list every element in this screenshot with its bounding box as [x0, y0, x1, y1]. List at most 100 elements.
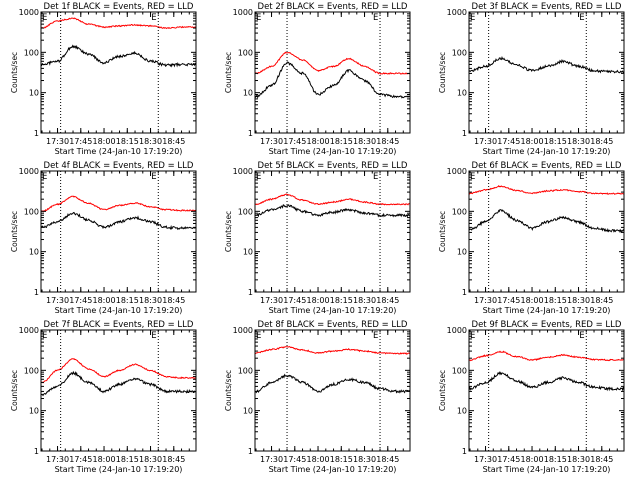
- x-tick-label: 17:45: [283, 137, 306, 146]
- y-tick-label: 100: [452, 366, 467, 375]
- x-tick-label: 18:30: [139, 455, 162, 464]
- marker-label: E: [151, 13, 156, 23]
- y-tick-label: 1000: [19, 8, 39, 17]
- x-tick-label: 18:45: [162, 455, 185, 464]
- x-tick-label: 18:15: [330, 455, 353, 464]
- axes-frame: [254, 329, 411, 452]
- y-tick-label: 1: [34, 447, 39, 456]
- series-line-events: [255, 204, 410, 218]
- x-tick-label: 17:45: [497, 137, 520, 146]
- y-tick-label: 100: [238, 48, 253, 57]
- x-tick-label: 17:45: [497, 455, 520, 464]
- x-tick-label: 18:30: [139, 296, 162, 305]
- series-line-events: [41, 211, 196, 231]
- marker-label: E: [151, 331, 156, 341]
- x-tick-label: 18:00: [93, 296, 116, 305]
- marker-label: E: [373, 331, 378, 341]
- y-tick-label: 1000: [233, 8, 253, 17]
- x-tick-label: 18:30: [353, 455, 376, 464]
- x-axis-label: Start Time (24-Jan-10 17:19:20): [483, 306, 611, 315]
- x-tick-label: 18:15: [116, 455, 139, 464]
- y-axis-label: Counts/sec: [224, 370, 233, 411]
- marker-label: E: [373, 172, 378, 182]
- y-tick-label: 100: [452, 48, 467, 57]
- x-tick-label: 18:30: [567, 137, 590, 146]
- panel-title: Det 7f BLACK = Events, RED = LLD: [44, 320, 194, 330]
- marker-label: E: [42, 172, 47, 182]
- y-tick-label: 10: [243, 89, 253, 98]
- y-axis-label: Counts/sec: [10, 211, 19, 252]
- x-tick-label: 18:00: [307, 455, 330, 464]
- series-line-events: [469, 55, 624, 74]
- axes-frame: [254, 170, 411, 293]
- x-tick-label: 17:30: [46, 455, 69, 464]
- x-tick-label: 18:15: [116, 296, 139, 305]
- series-line-events: [41, 370, 196, 397]
- x-tick-label: 17:45: [283, 455, 306, 464]
- y-axis-label: Counts/sec: [438, 370, 447, 411]
- y-tick-label: 10: [243, 248, 253, 257]
- x-axis-label: Start Time (24-Jan-10 17:19:20): [269, 147, 397, 156]
- axes-frame: [468, 170, 625, 293]
- x-tick-label: 18:00: [521, 296, 544, 305]
- x-tick-label: 18:15: [544, 296, 567, 305]
- x-tick-label: 18:45: [162, 296, 185, 305]
- x-tick-label: 18:45: [162, 137, 185, 146]
- y-tick-label: 1: [34, 288, 39, 297]
- marker-label: E: [579, 172, 584, 182]
- panel-title: Det 9f BLACK = Events, RED = LLD: [472, 320, 622, 330]
- y-tick-label: 1: [462, 288, 467, 297]
- x-tick-label: 18:30: [353, 296, 376, 305]
- x-tick-label: 17:30: [474, 455, 497, 464]
- x-tick-label: 18:00: [93, 455, 116, 464]
- x-tick-label: 18:45: [376, 296, 399, 305]
- y-tick-label: 1000: [19, 167, 39, 176]
- marker-label: E: [256, 172, 261, 182]
- y-tick-label: 1: [462, 447, 467, 456]
- y-tick-label: 10: [243, 407, 253, 416]
- y-tick-label: 10: [457, 89, 467, 98]
- y-tick-label: 1000: [233, 326, 253, 335]
- marker-label: E: [42, 13, 47, 23]
- x-tick-label: 18:00: [521, 455, 544, 464]
- x-tick-label: 18:45: [376, 137, 399, 146]
- x-tick-label: 18:00: [521, 137, 544, 146]
- x-tick-label: 18:30: [567, 296, 590, 305]
- x-tick-label: 17:30: [260, 296, 283, 305]
- y-tick-label: 100: [238, 207, 253, 216]
- x-tick-label: 17:30: [474, 296, 497, 305]
- y-tick-label: 1: [248, 288, 253, 297]
- x-tick-label: 18:30: [567, 455, 590, 464]
- panel-title: Det 4f BLACK = Events, RED = LLD: [44, 161, 194, 171]
- x-axis-label: Start Time (24-Jan-10 17:19:20): [483, 465, 611, 474]
- y-tick-label: 10: [29, 407, 39, 416]
- x-axis-label: Start Time (24-Jan-10 17:19:20): [55, 147, 183, 156]
- panel-title: Det 8f BLACK = Events, RED = LLD: [258, 320, 408, 330]
- panel-title: Det 6f BLACK = Events, RED = LLD: [472, 161, 622, 171]
- x-tick-label: 18:15: [330, 137, 353, 146]
- marker-label: E: [42, 331, 47, 341]
- y-tick-label: 1000: [447, 8, 467, 17]
- x-tick-label: 18:15: [330, 296, 353, 305]
- x-tick-label: 18:00: [93, 137, 116, 146]
- y-tick-label: 1000: [447, 326, 467, 335]
- marker-label: E: [373, 13, 378, 23]
- x-tick-label: 17:30: [474, 137, 497, 146]
- series-line-events: [41, 44, 196, 68]
- x-tick-label: 18:45: [590, 455, 613, 464]
- y-tick-label: 100: [24, 366, 39, 375]
- y-tick-label: 1000: [233, 167, 253, 176]
- axes-frame: [468, 329, 625, 452]
- y-tick-label: 10: [29, 89, 39, 98]
- x-axis-label: Start Time (24-Jan-10 17:19:20): [269, 465, 397, 474]
- series-line-lld: [469, 350, 624, 362]
- x-tick-label: 18:15: [116, 137, 139, 146]
- x-axis-label: Start Time (24-Jan-10 17:19:20): [55, 465, 183, 474]
